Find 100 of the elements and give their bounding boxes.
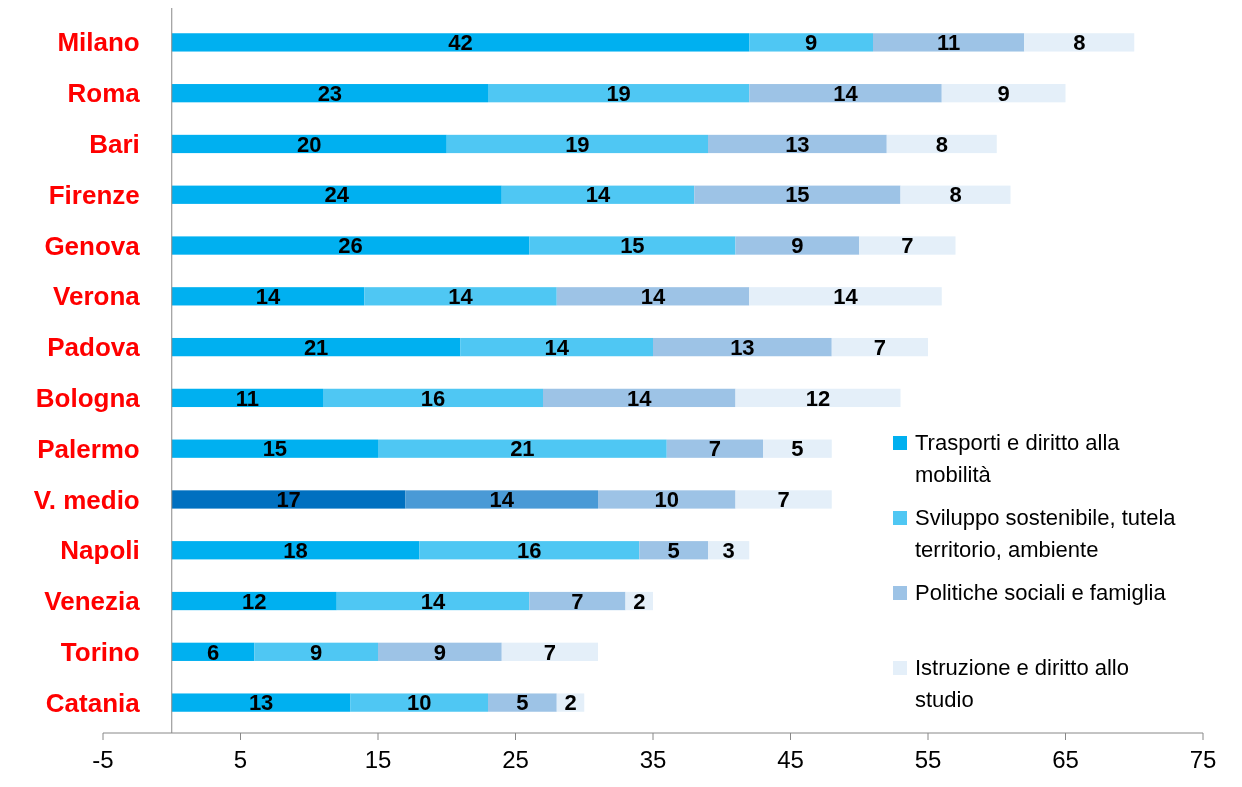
bar	[529, 236, 736, 255]
bar	[171, 337, 461, 357]
x-tick-label: 45	[777, 746, 804, 773]
bar	[171, 490, 406, 509]
x-tick-label: 35	[639, 746, 667, 773]
bar	[1024, 33, 1135, 52]
data-label: 5	[667, 537, 680, 563]
bar	[171, 693, 351, 712]
bar	[749, 287, 942, 306]
data-label: 12	[805, 385, 831, 411]
x-tick-label: 55	[914, 746, 942, 773]
bar	[171, 388, 323, 408]
data-label: 13	[785, 131, 810, 157]
data-label: 14	[420, 588, 446, 614]
data-label: 14	[489, 487, 515, 513]
bar	[859, 236, 956, 255]
data-label: 5	[791, 436, 804, 462]
bar	[364, 287, 557, 306]
x-tick-label: -5	[92, 746, 114, 773]
x-tick-label: 5	[233, 746, 248, 773]
legend-label: Politiche sociali e famiglia	[915, 580, 1167, 605]
bar	[653, 337, 832, 357]
data-label: 15	[262, 436, 288, 462]
data-label: 9	[805, 30, 818, 56]
y-tick-label: Napoli	[60, 535, 140, 566]
y-tick-label: Venezia	[44, 586, 141, 617]
bar	[941, 84, 1066, 103]
bar	[749, 84, 942, 103]
data-label: 15	[620, 233, 645, 259]
y-tick-label: Catania	[45, 687, 141, 718]
data-label: 14	[833, 284, 859, 310]
bar	[488, 693, 557, 712]
bar	[446, 134, 708, 154]
bar	[598, 490, 736, 509]
data-label: 14	[448, 284, 474, 310]
data-label: 9	[791, 233, 804, 259]
y-tick-label: Roma	[67, 78, 141, 109]
y-tick-label: Bologna	[35, 382, 141, 413]
data-label: 16	[420, 385, 446, 411]
x-tick-label: 25	[502, 746, 529, 773]
data-label: 14	[255, 284, 281, 310]
data-label: 9	[433, 639, 446, 665]
data-label: 19	[565, 131, 590, 157]
data-label: 23	[317, 80, 343, 106]
data-label: 10	[407, 690, 432, 716]
bar	[171, 236, 530, 255]
bar	[735, 388, 901, 408]
bar	[501, 642, 598, 661]
bar	[488, 84, 750, 103]
y-tick-label: Milano	[57, 27, 140, 58]
bar	[254, 642, 378, 661]
bar	[501, 185, 695, 204]
bar	[543, 388, 736, 408]
bar	[873, 33, 1025, 52]
bar	[460, 337, 653, 357]
data-label: 15	[785, 182, 810, 208]
data-label: 7	[901, 233, 914, 259]
bar	[171, 185, 502, 204]
data-label: 14	[544, 334, 570, 360]
x-tick-label: 15	[364, 746, 392, 773]
bar	[708, 134, 887, 154]
data-label: 8	[1073, 30, 1086, 56]
bar	[419, 541, 640, 560]
data-label: 6	[206, 639, 220, 665]
y-tick-label: Verona	[53, 281, 141, 312]
data-label: 14	[585, 182, 611, 208]
data-label: 3	[722, 537, 735, 563]
bar	[666, 439, 763, 458]
bar	[171, 84, 488, 103]
data-label: 18	[283, 537, 308, 563]
data-label: 9	[997, 80, 1010, 106]
data-label: 7	[777, 487, 790, 513]
data-label: 7	[873, 334, 886, 360]
legend-label: Sviluppo sostenibile, tutela territorio, ambiente	[915, 505, 1177, 562]
legend-label: Trasporti e diritto alla mobilità	[915, 430, 1121, 487]
data-label: 20	[297, 131, 322, 157]
bar	[171, 591, 337, 611]
data-label: 14	[640, 284, 666, 310]
bar	[171, 541, 420, 560]
data-label: 13	[730, 334, 755, 360]
x-tick-label: 75	[1189, 746, 1217, 773]
bar	[171, 134, 447, 154]
y-tick-label: V. medio	[33, 484, 140, 515]
bar	[886, 134, 997, 154]
data-label: 10	[654, 487, 679, 513]
data-label: 24	[324, 182, 350, 208]
bar	[378, 439, 667, 458]
bar	[405, 490, 598, 509]
data-label: 21	[510, 436, 535, 462]
bar	[171, 439, 378, 458]
y-tick-label: Torino	[60, 636, 140, 667]
bar	[556, 287, 750, 306]
bar	[350, 693, 488, 712]
bar	[529, 591, 626, 611]
data-label: 9	[310, 639, 323, 665]
data-label: 11	[235, 385, 260, 411]
bar	[831, 337, 928, 357]
data-label: 42	[448, 30, 473, 56]
data-label: 14	[627, 385, 653, 411]
bar	[171, 287, 365, 306]
